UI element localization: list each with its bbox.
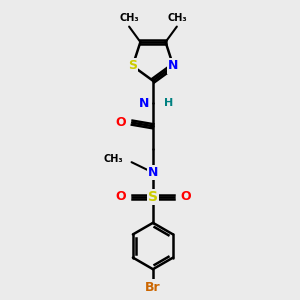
Text: CH₃: CH₃ [119, 13, 139, 23]
Text: S: S [148, 190, 158, 204]
Text: S: S [128, 59, 137, 73]
Text: O: O [116, 116, 126, 129]
Text: O: O [115, 190, 126, 203]
Text: N: N [139, 97, 149, 110]
Text: CH₃: CH₃ [167, 13, 187, 23]
Text: N: N [168, 59, 178, 73]
Text: H: H [164, 98, 173, 108]
Text: N: N [148, 166, 158, 179]
Text: O: O [180, 190, 191, 203]
Text: Br: Br [145, 280, 161, 293]
Text: CH₃: CH₃ [103, 154, 123, 164]
